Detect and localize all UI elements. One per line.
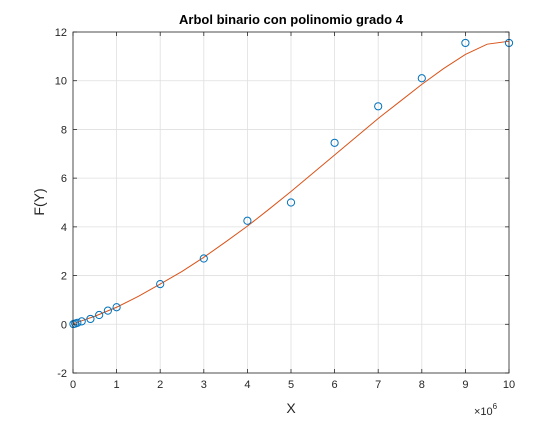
x-tick-label: 4 [244, 379, 250, 391]
x-tick-label: 6 [332, 379, 338, 391]
data-point-marker [73, 318, 82, 327]
chart-title: Arbol binario con polinomio grado 4 [179, 12, 404, 27]
y-tick-label: 2 [61, 271, 67, 283]
y-tick-label: 6 [61, 173, 67, 185]
x-tick-label: 9 [462, 379, 468, 391]
data-point-marker [199, 254, 208, 263]
y-tick-label: 8 [61, 124, 67, 136]
x-tick-label: 8 [419, 379, 425, 391]
x-tick-label: 7 [375, 379, 381, 391]
x-tick-label: 1 [114, 379, 120, 391]
x-exponent-label: ×106 [474, 402, 498, 418]
y-tick-label: 12 [55, 27, 67, 39]
data-point-marker [417, 74, 426, 83]
y-tick-label: 10 [55, 76, 67, 88]
data-point-marker [77, 317, 86, 326]
x-tick-label: 10 [503, 379, 515, 391]
y-tick-label: 4 [61, 222, 67, 234]
x-exponent-power: 6 [493, 402, 498, 411]
data-point-marker [95, 310, 104, 320]
fit-curve-layer [72, 40, 510, 325]
data-points-layer [69, 38, 514, 329]
x-tick-label: 2 [157, 379, 163, 391]
x-tick-label: 3 [201, 379, 207, 391]
data-point-marker [86, 314, 95, 324]
y-tick-label: -2 [57, 368, 67, 380]
x-tick-label: 5 [288, 379, 294, 391]
data-point-marker [103, 306, 112, 315]
x-axis-label: X [286, 400, 296, 416]
data-point-marker [112, 303, 121, 312]
data-point-marker [286, 198, 296, 207]
data-point-marker [374, 102, 383, 111]
x-exponent-base: ×10 [474, 406, 493, 418]
y-axis-label: F(Y) [31, 188, 47, 215]
x-tick-label: 0 [70, 379, 76, 391]
data-point-marker [330, 138, 339, 147]
axis-ticks [72, 31, 510, 374]
data-point-marker [461, 38, 470, 48]
fit-curve-line [72, 40, 510, 325]
data-point-marker [243, 216, 252, 225]
data-point-marker [156, 279, 165, 289]
y-tick-label: 0 [61, 319, 67, 331]
